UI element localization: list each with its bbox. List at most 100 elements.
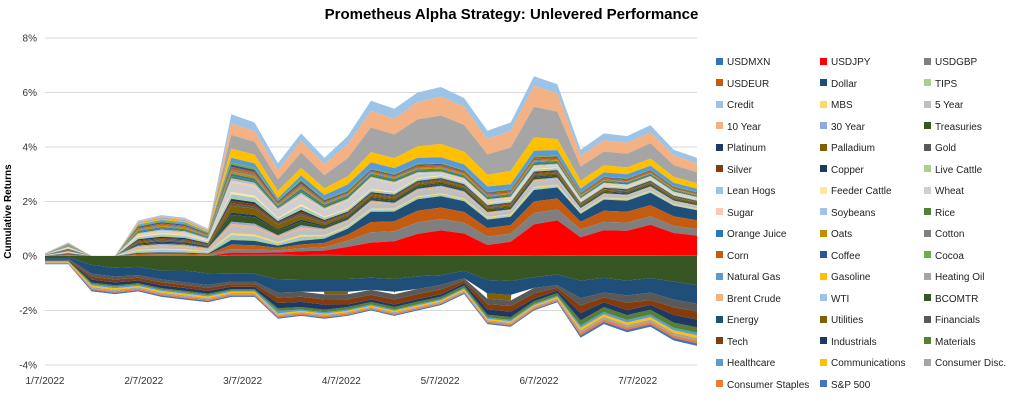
series-area-usdmxn — [45, 254, 697, 256]
legend-swatch — [716, 380, 723, 388]
legend-swatch — [924, 358, 931, 366]
legend-item: Financials — [924, 314, 980, 332]
legend-swatch — [820, 337, 827, 345]
legend-label: Financials — [935, 315, 981, 326]
legend-label: Cotton — [935, 229, 965, 240]
legend-label: Dollar — [831, 78, 858, 90]
legend-swatch — [820, 79, 827, 87]
series-area-usdjpy — [45, 220, 697, 256]
legend-swatch — [924, 122, 931, 130]
legend-label: Sugar — [727, 207, 754, 219]
legend-swatch — [820, 208, 827, 216]
legend-label: Gasoline — [831, 272, 871, 283]
y-tick-label: 2% — [23, 197, 38, 208]
legend-label: Wheat — [935, 186, 964, 197]
legend-item: Copper — [820, 164, 864, 182]
x-tick-label: 3/7/2022 — [223, 376, 262, 387]
legend-swatch — [716, 358, 723, 366]
x-tick-label: 7/7/2022 — [618, 376, 657, 387]
legend-label: Credit — [727, 100, 754, 111]
legend-label: 5 Year — [935, 100, 964, 111]
series-area-bcomtr — [45, 256, 697, 286]
legend-swatch — [716, 100, 723, 108]
legend-swatch — [924, 315, 931, 323]
legend-item: Wheat — [924, 185, 964, 203]
legend-label: Consumer Staples — [727, 379, 810, 391]
legend-swatch — [924, 272, 931, 280]
legend-item: TIPS — [924, 78, 957, 96]
legend-swatch — [820, 186, 827, 194]
legend-swatch — [820, 57, 827, 65]
legend-item: Natural Gas — [716, 271, 780, 289]
legend-swatch — [716, 337, 723, 345]
legend-swatch — [820, 272, 827, 280]
legend-label: Energy — [727, 315, 759, 326]
legend-item: Credit — [716, 99, 754, 117]
legend-item: 10 Year — [716, 121, 761, 139]
legend-item: Energy — [716, 314, 759, 332]
series-area-usdgbp — [45, 209, 697, 256]
legend-swatch — [924, 337, 931, 345]
legend-label: Oats — [831, 229, 853, 240]
legend-label: Tech — [727, 336, 749, 348]
legend-item: Consumer Disc. — [924, 357, 1006, 375]
x-tick-label: 6/7/2022 — [519, 376, 558, 387]
legend-item: Cocoa — [924, 250, 964, 268]
legend-item: WTI — [820, 293, 849, 311]
series-area-energy — [45, 257, 697, 304]
legend-swatch — [924, 165, 931, 173]
legend-label: USDEUR — [727, 78, 770, 90]
legend-label: Copper — [831, 164, 864, 176]
legend-swatch — [716, 294, 723, 302]
legend-label: Corn — [727, 250, 749, 262]
legend-swatch — [924, 208, 931, 216]
legend-item: Feeder Cattle — [820, 185, 892, 203]
x-tick-label: 2/7/2022 — [124, 376, 163, 387]
legend-label: Live Cattle — [935, 164, 983, 176]
legend-label: WTI — [831, 293, 850, 305]
x-tick-label: 4/7/2022 — [322, 376, 361, 387]
legend-label: Silver — [727, 164, 753, 176]
legend-item: Healthcare — [716, 357, 775, 375]
legend-label: Brent Crude — [727, 293, 781, 305]
legend-label: USDGBP — [935, 57, 978, 68]
legend-swatch — [924, 251, 931, 259]
legend-item: Materials — [924, 336, 976, 354]
legend-label: Lean Hogs — [727, 186, 776, 197]
legend-swatch — [924, 229, 931, 237]
legend-label: Orange Juice — [727, 229, 787, 240]
legend-swatch — [820, 380, 827, 388]
x-tick-label: 5/7/2022 — [421, 376, 460, 387]
legend-item: Oats — [820, 228, 852, 246]
legend-label: Coffee — [831, 250, 861, 262]
legend-swatch — [924, 57, 931, 65]
legend-label: Industrials — [831, 336, 877, 348]
legend-item: Dollar — [820, 78, 857, 96]
series-area-wheat — [45, 165, 697, 256]
legend-item: USDMXN — [716, 56, 770, 74]
legend-swatch — [716, 229, 723, 237]
legend-swatch — [820, 100, 827, 108]
legend-swatch — [820, 358, 827, 366]
legend-swatch — [716, 57, 723, 65]
legend-label: Treasuries — [935, 121, 982, 133]
legend-swatch — [820, 315, 827, 323]
y-tick-label: 6% — [23, 88, 38, 99]
legend-item: MBS — [820, 99, 853, 117]
legend-label: TIPS — [935, 78, 958, 90]
legend-label: Natural Gas — [727, 272, 781, 283]
legend-swatch — [716, 79, 723, 87]
legend-label: USDMXN — [727, 57, 771, 68]
legend-label: 30 Year — [831, 121, 865, 133]
legend-label: Cocoa — [935, 250, 964, 262]
legend-label: BCOMTR — [935, 293, 979, 305]
legend-item: S&P 500 — [820, 379, 870, 397]
legend-swatch — [820, 143, 827, 151]
legend-swatch — [924, 100, 931, 108]
legend-swatch — [924, 186, 931, 194]
y-tick-label: -2% — [19, 306, 37, 317]
legend-item: Heating Oil — [924, 271, 984, 289]
legend-label: Heating Oil — [935, 272, 985, 283]
legend-item: USDGBP — [924, 56, 977, 74]
legend-swatch — [820, 165, 827, 173]
